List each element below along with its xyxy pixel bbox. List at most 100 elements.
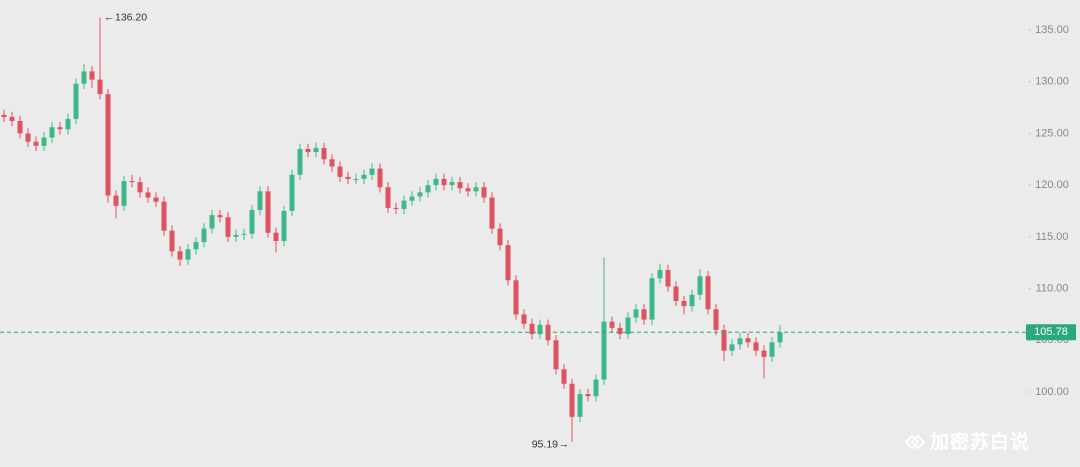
candle-body [377, 168, 383, 188]
candle-body [617, 327, 623, 335]
candle-body [753, 342, 759, 351]
candle-body [577, 394, 583, 417]
watermark: 加密苏白说 [904, 430, 1030, 453]
candle-body [721, 329, 727, 351]
candle-body [769, 342, 775, 357]
candle-body [41, 137, 47, 146]
y-tick-label: 110.00 [1036, 282, 1069, 294]
candle-body [201, 228, 207, 243]
candle-body [737, 338, 743, 345]
candle-body [657, 269, 663, 279]
candle-body [417, 192, 423, 197]
candle-body [25, 133, 31, 142]
candle-body [457, 182, 463, 189]
candle-body [57, 127, 63, 130]
candle-body [337, 166, 343, 177]
candle-body [265, 191, 271, 233]
candle-body [593, 379, 599, 397]
candle-body [601, 321, 607, 380]
candle-body [153, 197, 159, 202]
candle-body [681, 300, 687, 307]
y-tick-label: 125.00 [1035, 127, 1069, 139]
candle-body [369, 168, 375, 175]
y-tick-label: 115.00 [1036, 231, 1069, 243]
candle-body [241, 233, 247, 235]
candle-body [729, 344, 735, 351]
candle-body [529, 323, 535, 335]
candle-body [137, 182, 143, 193]
high-annotation-label: 136.20 [115, 11, 147, 23]
candle-body [249, 209, 255, 234]
candle-body [513, 280, 519, 315]
candle-body [217, 215, 223, 218]
candle-body [209, 215, 215, 229]
candle-body [569, 383, 575, 417]
candle-body [145, 192, 151, 198]
candle-body [361, 174, 367, 179]
candle-body [33, 141, 39, 146]
candle-body [625, 317, 631, 335]
candle-body [409, 196, 415, 201]
candle-body [481, 187, 487, 198]
candle-body [585, 394, 591, 397]
candle-body [89, 71, 95, 80]
candle-body [105, 94, 111, 196]
candle-body [689, 294, 695, 307]
low-annotation: → [559, 439, 570, 451]
candle-body [289, 174, 295, 212]
y-tick-label: 130.00 [1035, 76, 1069, 88]
high-annotation: ← [104, 11, 115, 23]
candle-body [193, 242, 199, 250]
candle-body [505, 245, 511, 281]
candle-body [497, 228, 503, 246]
candle-body [425, 185, 431, 193]
candle-body [1, 114, 7, 117]
candle-body [537, 324, 543, 335]
candle-body [761, 350, 767, 357]
candle-body [609, 321, 615, 328]
candle-body [17, 121, 23, 134]
y-tick-label: 120.00 [1035, 179, 1069, 191]
candle-body [345, 176, 351, 179]
candle-body [465, 188, 471, 192]
candle-body [113, 195, 119, 206]
candle-body [401, 200, 407, 209]
candle-body [129, 181, 135, 183]
candle-body [169, 230, 175, 252]
candle-body [49, 127, 55, 138]
candle-body [313, 147, 319, 153]
candle-body [305, 148, 311, 153]
candle-body [81, 71, 87, 84]
candle-body [177, 251, 183, 260]
candle-body [441, 178, 447, 186]
candle-body [449, 182, 455, 186]
candle-body [521, 314, 527, 324]
candle-body [433, 178, 439, 186]
candle-body [97, 79, 103, 95]
candle-body [385, 187, 391, 208]
candle-body [329, 159, 335, 167]
candle-body [713, 309, 719, 330]
candle-body [233, 234, 239, 237]
candle-body [473, 187, 479, 192]
candle-body [393, 207, 399, 209]
candle-body [161, 201, 167, 231]
candle-body [73, 83, 79, 119]
candle-body [561, 369, 567, 384]
candle-body [257, 191, 263, 210]
candle-body [121, 181, 127, 206]
candle-body [665, 269, 671, 287]
candle-body [297, 148, 303, 175]
candle-body [777, 332, 783, 343]
candle-body [353, 178, 359, 180]
candle-body [273, 232, 279, 241]
watermark-logo [904, 434, 926, 450]
candle-body [633, 309, 639, 318]
watermark-text: 加密苏白说 [929, 430, 1030, 453]
candle-body [185, 249, 191, 260]
candle-body [641, 309, 647, 320]
candle-body [745, 338, 751, 343]
y-tick-label: 100.00 [1035, 386, 1069, 398]
